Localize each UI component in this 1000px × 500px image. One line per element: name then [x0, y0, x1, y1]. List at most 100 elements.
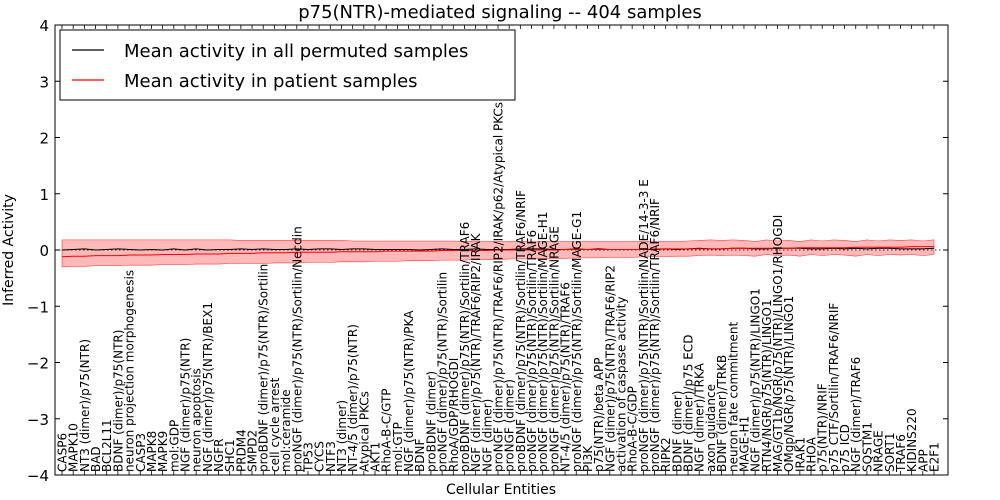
x-tick-label: E2F1: [928, 442, 942, 472]
x-tick-label: NGF (dimer): [480, 399, 494, 472]
x-tick-label: p75 CTF/Sortilin/TRAF6/NRIF: [827, 303, 841, 472]
x-tick-label: NGF (dimer)/p75(NTR)/LINGO1: [749, 288, 763, 472]
x-tick-label: proBDNF (dimer): [424, 371, 438, 472]
x-tick-label: proNGF (dimer)/p75(NTR)/Sortilin: [436, 272, 450, 472]
x-tick-label: NGF (dimer)/p75(NTR)/BEX1: [201, 302, 215, 472]
x-tick-label: OMgp/NGR/p75(NTR)/LINGO1: [782, 296, 796, 472]
x-tick-label: MAGE-H1: [737, 416, 751, 472]
x-tick-label: NT-4/5 (dimer)/p75(NTR): [346, 324, 360, 472]
x-tick-label: NGF (dimer)/p75(NTR)/TRAF6/RIP2: [603, 265, 617, 472]
x-tick-label: proBDNF (dimer)/p75(NTR)/Sortilin/TRAF6/…: [514, 190, 528, 472]
y-tick-label: −4: [27, 467, 49, 485]
x-tick-label: RhoA/GDP/RHOGDI: [447, 358, 461, 472]
x-tick-label: p75(NTR)/NRIF: [816, 383, 830, 472]
x-tick-label: TRAF6: [894, 434, 908, 473]
x-tick-label: RTN4/NGR/p75(NTR)/LINGO1: [760, 299, 774, 472]
x-tick-label: CYCS: [313, 441, 327, 472]
activity-band: [61, 239, 935, 268]
x-tick-label: RIPK2: [659, 437, 673, 472]
legend-label-patient: Mean activity in patient samples: [124, 71, 418, 92]
y-tick-label: 4: [39, 17, 49, 35]
x-tick-label: proNGF (dimer)/p75(NTR)/Sortilin/TRAF6: [525, 230, 539, 472]
x-tick-label: APP: [916, 449, 930, 472]
y-tick-label: 0: [39, 242, 49, 260]
y-tick-label: −1: [27, 298, 49, 316]
x-tick-label: BDNF (dimer)/p75 ECD: [682, 335, 696, 472]
x-tick-label: NGFR: [212, 438, 226, 472]
x-tick-label: SORT1: [883, 432, 897, 472]
x-tick-label: PI3K: [581, 445, 595, 472]
x-tick-label: RHOA: [805, 436, 819, 472]
x-tick-label: BDNF (dimer)/p75(NTR): [111, 330, 125, 472]
y-tick-label: −2: [27, 355, 49, 373]
legend: Mean activity in all permuted samples Me…: [59, 29, 516, 101]
x-tick-label: activation of caspase activity: [614, 297, 628, 472]
x-tick-label: neuron fate commitment: [726, 321, 740, 472]
y-tick-label: 1: [39, 186, 49, 204]
x-tick-label: BAD: [89, 446, 103, 472]
x-tick-label: AKT1: [369, 442, 383, 472]
x-tick-label: mol:GDP: [167, 420, 181, 472]
x-tick-label: MAG/GT1b/NGR/p75(NTR)/LINGO1/RHOGDI: [771, 215, 785, 472]
x-tick-label: Atypical PKCs: [357, 391, 371, 472]
x-tick-label: KIDINS220: [905, 408, 919, 472]
x-tick-label: RhoA-B-C/GDP: [626, 386, 640, 472]
x-axis-label: Cellular Entities: [446, 482, 556, 498]
x-tick-label: IRAK1: [793, 437, 807, 472]
x-tick-label: NT3 (dimer): [335, 400, 349, 472]
x-tick-label: NT3 (dimer)/p75(NTR): [78, 339, 92, 472]
x-tick-label: SMPD2: [246, 430, 260, 472]
x-tick-label: mol:ceramide: [279, 389, 293, 472]
x-tick-label: BDNF (dimer): [670, 390, 684, 472]
legend-label-permuted: Mean activity in all permuted samples: [124, 41, 468, 62]
x-tick-label: proNGF (dimer)/p75(NTR)/Sortilin/MAGE-H1: [536, 212, 550, 472]
y-tick-label: 2: [39, 130, 49, 148]
x-tick-label: MAPK10: [67, 423, 81, 472]
x-tick-label: NGF (dimer)/p75(NTR)/PKA: [402, 310, 416, 472]
x-tick-label: neuron projection morphogenesis: [123, 270, 137, 472]
legend-box: [59, 29, 516, 101]
x-tick-label: PRDM4: [234, 429, 248, 472]
x-tick-label: BCL2L11: [100, 419, 114, 472]
x-tick-label: cell cycle arrest: [268, 377, 282, 472]
x-tick-label: NGF (dimer)/p75(NTR)/TRAF6/RIP2/IRAK: [469, 232, 483, 472]
x-tick-label: NGF (dimer)/TRKA: [693, 362, 707, 472]
x-tick-label: BDNF: [413, 439, 427, 472]
y-tick-label: 3: [39, 73, 49, 91]
chart-title: p75(NTR)-mediated signaling -- 404 sampl…: [298, 2, 702, 23]
x-tick-label: axon guidance: [704, 384, 718, 472]
x-tick-label: proBDNF (dimer)/p75(NTR)/Sortilin: [257, 264, 271, 472]
x-tick-label: NRAGE: [872, 430, 886, 472]
y-axis-label: Inferred Activity: [1, 194, 17, 306]
x-tick-label: BDNF (dimer)/TRKB: [715, 355, 729, 472]
x-tick-label: mol:GTP: [391, 422, 405, 472]
x-tick-label: CASP6: [56, 433, 70, 472]
x-tick-label: proNGF (dimer)/p75(NTR)/Sortilin/MAGE-G1: [570, 211, 584, 472]
x-tick-label: proNGF (dimer)/p75(NTR)/TRAF6/RIP2/IRAK/…: [492, 102, 506, 472]
x-tick-label: proNGF (dimer)/p75(NTR)/Sortilin/NRAGE: [547, 226, 561, 472]
x-tick-label: NTF3: [324, 441, 338, 472]
x-tick-label: neuron apoptosis: [190, 368, 204, 472]
y-tick-label: −3: [27, 411, 49, 429]
x-tick-label: MAPK9: [156, 431, 170, 472]
x-tick-label: proNGF (dimer)/p75(NTR)/Sortilin/Necdin: [290, 226, 304, 472]
plot-area: [55, 239, 948, 268]
x-tick-label: proNGF (dimer)/p75(NTR)/Sortilin/NADE/14…: [637, 179, 651, 472]
y-axis: −4 −3 −2 −1 0 1 2 3 4: [27, 17, 948, 485]
x-tick-label: CASP3: [134, 433, 148, 472]
x-tick-label: NGF (dimer)/p75(NTR): [178, 338, 192, 472]
x-tick-label: proNGF (dimer)/p75(NTR)/Sortilin/TRAF6/N…: [648, 198, 662, 472]
x-tick-label: proNGF (dimer): [503, 379, 517, 472]
series-line-patient: [61, 246, 934, 258]
x-tick-label: NGF (dimer)/TRAF6: [849, 357, 863, 472]
x-tick-label: TP53: [301, 442, 315, 473]
x-tick-label: proBDNF (dimer)/p75(NTR)/Sortilin/TRAF6: [458, 222, 472, 472]
x-tick-label: RhoA-B-C/GTP: [380, 388, 394, 472]
x-tick-label: MAPK8: [145, 431, 159, 472]
x-tick-label: SQSTM1: [860, 422, 874, 472]
x-tick-label: SHC1: [223, 439, 237, 472]
x-tick-label: p75 ICD: [838, 424, 852, 472]
x-tick-label: NT-4/5 (dimer)/p75(NTR)/TRAF6: [559, 282, 573, 472]
